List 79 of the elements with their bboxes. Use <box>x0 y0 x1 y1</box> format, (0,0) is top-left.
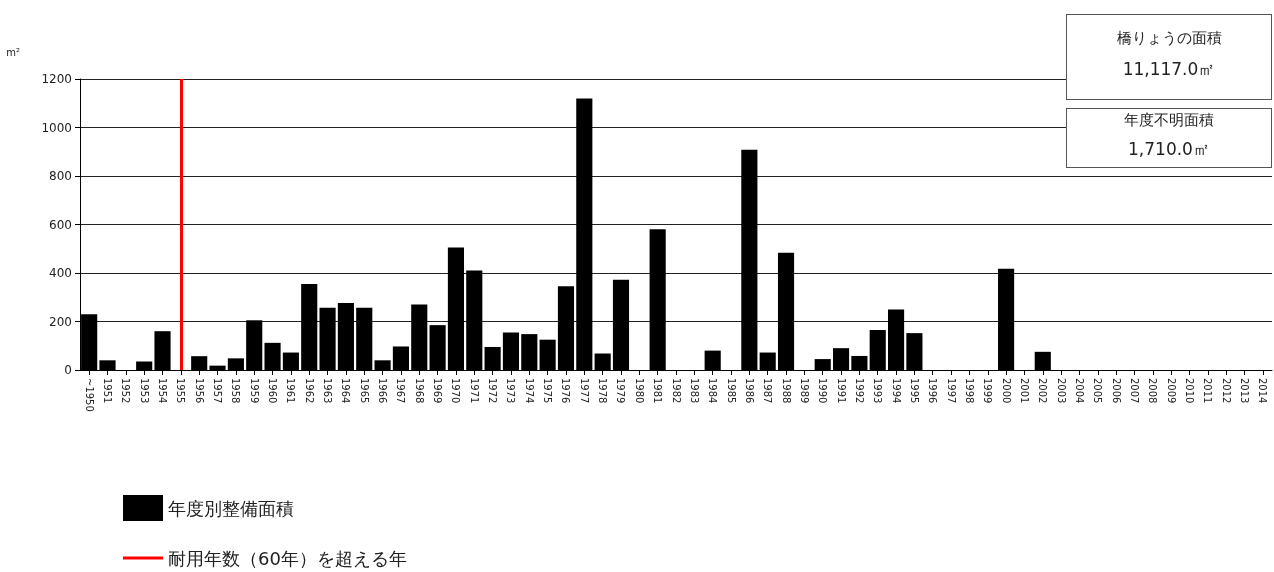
x-tick-label: 1998 <box>963 378 975 404</box>
x-tick-label: 1958 <box>230 378 242 404</box>
x-tick-label: 1987 <box>762 378 774 404</box>
x-tick-label: 1991 <box>835 378 847 404</box>
x-tick-label: 2004 <box>1073 378 1085 404</box>
x-tick-label: 1981 <box>652 378 664 404</box>
x-tick-label: 2000 <box>1000 378 1012 404</box>
text-box: 橋りょうの面積 11,117.0㎡ <box>1066 14 1272 100</box>
x-tick-label: 2005 <box>1092 378 1104 404</box>
x-tick-label: 1966 <box>377 378 389 404</box>
x-tick-label: 1973 <box>505 378 517 404</box>
x-tick-label: 2012 <box>1220 378 1232 404</box>
x-tick-label: 1994 <box>890 378 902 404</box>
legend-label: 年度別整備面積 <box>168 497 294 519</box>
x-tick-label: 1970 <box>450 378 462 404</box>
x-tick-label: 1990 <box>817 378 829 404</box>
x-tick-label: 2013 <box>1238 378 1250 404</box>
x-tick-label: 1964 <box>340 378 352 404</box>
y-tick-label: 1200 <box>41 72 72 86</box>
x-tick-label: 1978 <box>597 378 609 404</box>
y-tick-label: 800 <box>49 169 72 183</box>
x-tick-label: 1974 <box>523 378 535 404</box>
x-tick-label: 1977 <box>578 378 590 404</box>
x-tick-label: 1972 <box>487 378 499 404</box>
y-tick-label: 1000 <box>41 120 72 135</box>
x-tick-label: 1976 <box>560 378 572 404</box>
x-tick-label: 1980 <box>633 378 645 404</box>
x-tick-label: 2010 <box>1183 378 1195 404</box>
x-tick-label: 1960 <box>267 378 279 404</box>
x-tick-label: 1984 <box>707 378 719 404</box>
y-tick-label: 600 <box>49 217 72 232</box>
x-tick-label: 1995 <box>908 378 920 404</box>
y-tick-label: 400 <box>49 266 72 280</box>
x-tick-label: 1954 <box>157 378 169 404</box>
x-tick-label: 2002 <box>1037 378 1049 404</box>
x-tick-label: 2008 <box>1147 378 1159 404</box>
x-tick-label: 1959 <box>248 378 260 404</box>
x-tick-label: 1989 <box>798 378 810 404</box>
text-box: 年度不明面積 1,710.0㎡ <box>1066 108 1272 168</box>
x-tick-label: 1975 <box>542 378 554 404</box>
x-tick-label: 1963 <box>322 378 334 404</box>
x-tick-label: 1983 <box>688 378 700 404</box>
x-tick-label: 2007 <box>1128 378 1140 404</box>
x-tick-label: 1961 <box>285 378 297 404</box>
x-tick-label: 1969 <box>432 378 444 404</box>
x-tick-label: 1951 <box>102 378 114 404</box>
x-tick-label: 2001 <box>1018 378 1030 404</box>
x-tick-label: 1979 <box>615 378 627 404</box>
x-tick-label: 1962 <box>303 378 315 404</box>
x-tick-label: 1985 <box>725 378 737 404</box>
x-tick-label: 1965 <box>358 378 370 404</box>
x-tick-label: 1952 <box>120 378 132 404</box>
x-tick-label: 1993 <box>872 378 884 404</box>
y-tick-label: 0 <box>64 363 72 377</box>
x-tick-label: 1997 <box>945 378 957 404</box>
x-tick-label: 2011 <box>1202 378 1214 404</box>
y-tick-label: 200 <box>49 314 72 329</box>
x-tick-label: ~1950 <box>83 378 95 412</box>
x-tick-label: 1988 <box>780 378 792 404</box>
x-tick-label: 1986 <box>743 378 755 404</box>
x-tick-label: 1992 <box>853 378 865 404</box>
x-tick-label: 1953 <box>138 378 150 404</box>
x-tick-label: 1999 <box>982 378 994 404</box>
x-tick-label: 1968 <box>413 378 425 404</box>
legend-label: 耐用年数（60年）を超える年 <box>168 547 407 569</box>
x-tick-label: 2003 <box>1055 378 1067 404</box>
annotation: 1,710.0㎡ <box>1127 138 1211 161</box>
x-tick-label: 1967 <box>395 378 407 404</box>
x-tick-label: 1955 <box>175 378 187 404</box>
x-tick-label: 2006 <box>1110 378 1122 404</box>
annotation: 年度不明面積 <box>1123 111 1215 130</box>
x-tick-label: 1971 <box>468 378 480 404</box>
x-tick-label: 1957 <box>212 378 224 404</box>
x-tick-label: 1982 <box>670 378 682 404</box>
x-tick-label: 2009 <box>1165 378 1177 404</box>
x-tick-label: 2014 <box>1257 378 1269 404</box>
x-tick-label: 1996 <box>927 378 939 404</box>
y-axis-title: m² <box>6 46 20 58</box>
x-tick-label: 1956 <box>193 378 205 404</box>
